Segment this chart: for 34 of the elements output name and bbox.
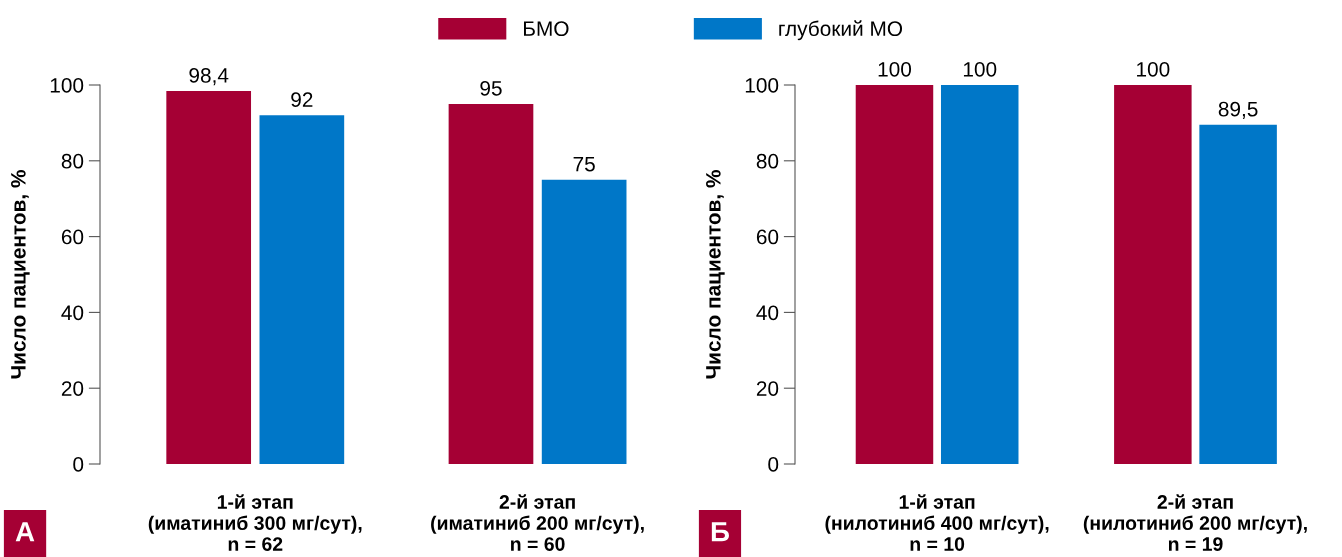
y-tick-label: 0 — [768, 457, 779, 472]
bar — [166, 91, 252, 464]
y-axis-title: Число пациентов, % — [11, 170, 30, 379]
y-tick-label: 80 — [756, 153, 779, 169]
y-tick-label: 40 — [756, 305, 779, 321]
data-label: 75 — [573, 156, 595, 172]
x-tick-label: 2-й этап (нилотиниб 200 мг/сут), n = 19 — [1083, 494, 1307, 551]
y-tick-label: 0 — [73, 457, 84, 472]
x-tick-label: 1-й этап (нилотиниб 400 мг/сут), n = 10 — [825, 494, 1049, 551]
legend-label: БМО — [524, 21, 569, 37]
data-label: 98,4 — [189, 68, 229, 86]
bar — [259, 115, 345, 464]
text: А — [15, 522, 35, 542]
y-tick-label: 40 — [61, 305, 84, 321]
y-axis-title: Число пациентов, % — [706, 170, 725, 379]
text: Б — [711, 522, 729, 542]
data-label: 95 — [480, 80, 502, 96]
bar — [541, 179, 627, 464]
y-tick-label: 60 — [756, 229, 779, 245]
y-tick-label: 20 — [61, 381, 84, 396]
y-tick-label: 80 — [61, 153, 84, 169]
data-label: 92 — [291, 92, 313, 108]
y-tick-label: 100 — [50, 78, 84, 93]
y-tick-label: 60 — [61, 229, 84, 245]
x-tick-label: 2-й этап (иматиниб 200 мг/сут), n = 60 — [431, 494, 644, 551]
data-label: 100 — [1137, 61, 1170, 77]
y-tick-label: 20 — [756, 381, 779, 396]
legend-label: глубокий МО — [779, 20, 903, 41]
data-label: 100 — [963, 61, 997, 77]
x-tick-label: 1-й этап (иматиниб 300 мг/сут), n = 62 — [148, 494, 362, 551]
data-label: 100 — [878, 61, 912, 77]
bar — [448, 103, 534, 464]
y-tick-label: 100 — [745, 78, 779, 93]
data-label: 89,5 — [1218, 101, 1258, 119]
